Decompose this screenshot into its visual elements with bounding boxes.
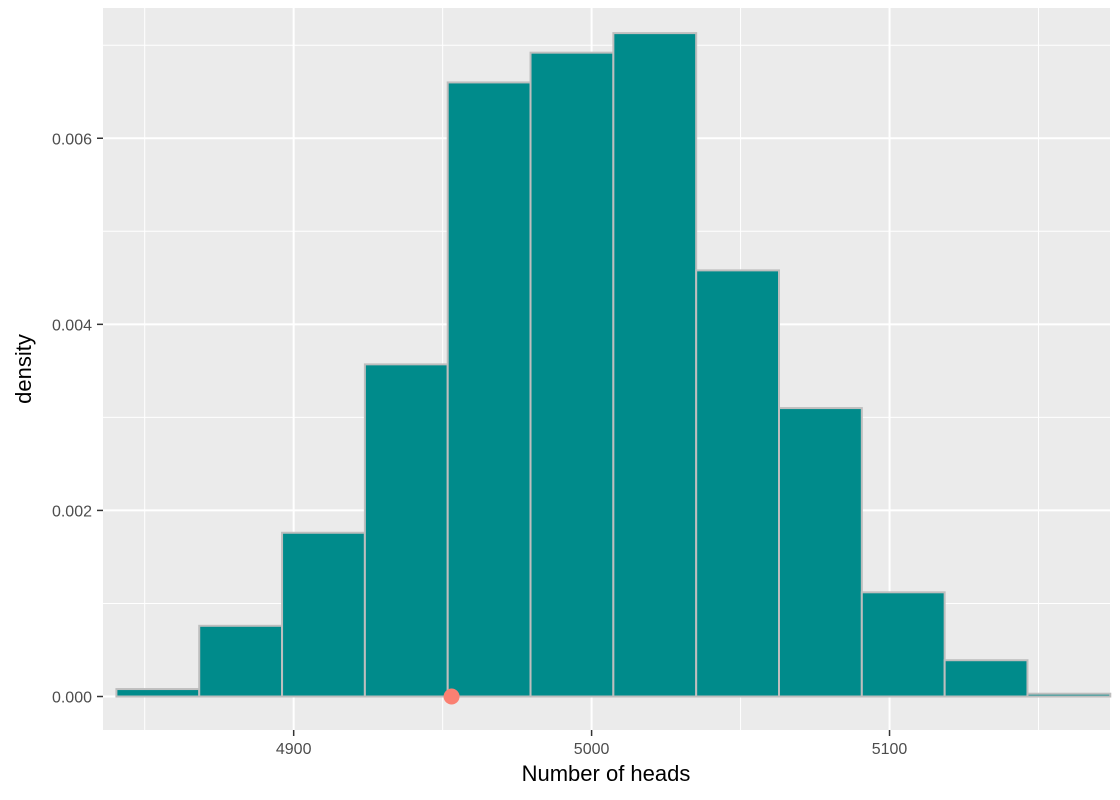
y-tick-label: 0.000 xyxy=(52,690,92,707)
histogram-bar xyxy=(363,363,449,698)
x-axis: 4900 5000 5100 xyxy=(276,730,908,758)
y-tick-label: 0.004 xyxy=(52,317,92,334)
histogram-bar xyxy=(198,624,284,698)
histogram-bar xyxy=(695,269,781,698)
x-tick-label: 5100 xyxy=(872,741,908,758)
histogram-bar xyxy=(860,591,946,698)
histogram-bar xyxy=(612,32,698,698)
observed-value-point xyxy=(443,688,460,705)
histogram-bar xyxy=(529,51,615,698)
y-tick-label: 0.002 xyxy=(52,503,92,520)
y-tick-label: 0.006 xyxy=(52,131,92,148)
histogram-bar xyxy=(778,407,863,698)
observed-points xyxy=(443,688,460,705)
x-axis-title: Number of heads xyxy=(522,761,691,786)
histogram-bars xyxy=(115,32,1112,698)
histogram-bar xyxy=(446,81,532,698)
histogram-bar xyxy=(1026,692,1112,698)
histogram-bar xyxy=(281,531,366,698)
y-axis: 0.000 0.002 0.004 0.006 xyxy=(52,131,103,707)
x-tick-label: 5000 xyxy=(574,741,610,758)
x-tick-label: 4900 xyxy=(276,741,312,758)
histogram-bar xyxy=(115,688,201,698)
y-axis-title: density xyxy=(11,334,36,404)
histogram-bar xyxy=(943,659,1029,698)
